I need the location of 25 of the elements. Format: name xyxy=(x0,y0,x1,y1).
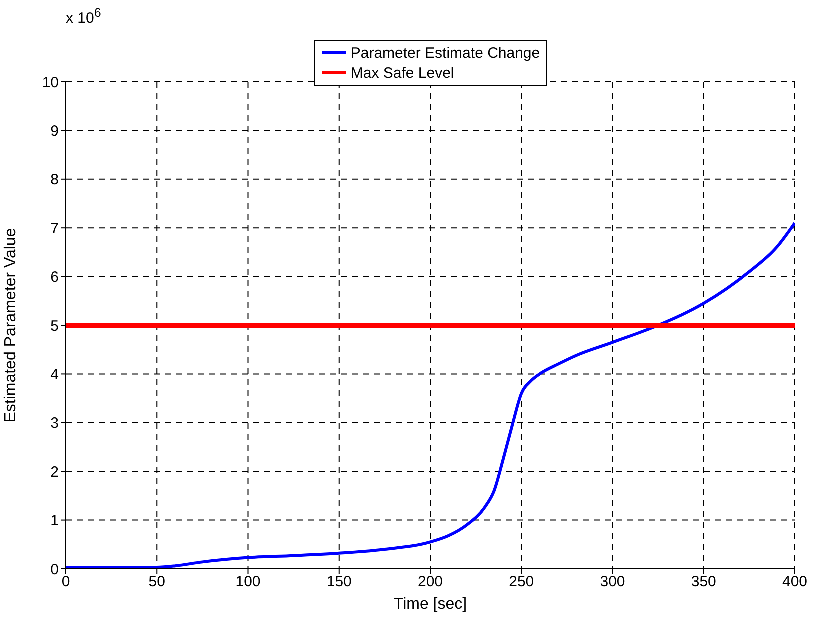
legend-label: Max Safe Level xyxy=(350,64,454,82)
x-tick-label: 400 xyxy=(782,574,808,591)
text: x 10$^{6}$ xyxy=(66,6,102,27)
y-tick-label: 10 xyxy=(42,74,59,92)
y-tick-label: 2 xyxy=(50,464,59,481)
y-tick-label: 1 xyxy=(50,512,59,530)
x-tick-label: 150 xyxy=(326,574,352,591)
y-tick-label: 5 xyxy=(50,318,59,335)
y-axis-title: Estimated Parameter Value xyxy=(2,228,20,423)
y-tick-label: 0 xyxy=(50,561,59,578)
x-tick-label: 0 xyxy=(62,574,70,591)
y-tick-label: 6 xyxy=(50,269,59,286)
y-tick-label: 3 xyxy=(50,415,59,432)
x-tick-label: 200 xyxy=(418,574,444,591)
x-tick-label: 300 xyxy=(600,574,626,591)
y-tick-label: 4 xyxy=(50,366,59,384)
y-tick-label: 8 xyxy=(50,172,59,189)
x-tick-label: 250 xyxy=(509,574,534,591)
x-tick-label: 350 xyxy=(691,574,716,591)
x-tick-label: 50 xyxy=(148,574,166,591)
y-tick-label: 7 xyxy=(50,220,59,238)
x-axis-title: Time [sec] xyxy=(394,596,468,613)
x-tick-label: 100 xyxy=(236,574,261,591)
legend-label: Parameter Estimate Change xyxy=(350,44,540,62)
y-tick-label: 9 xyxy=(50,123,59,140)
